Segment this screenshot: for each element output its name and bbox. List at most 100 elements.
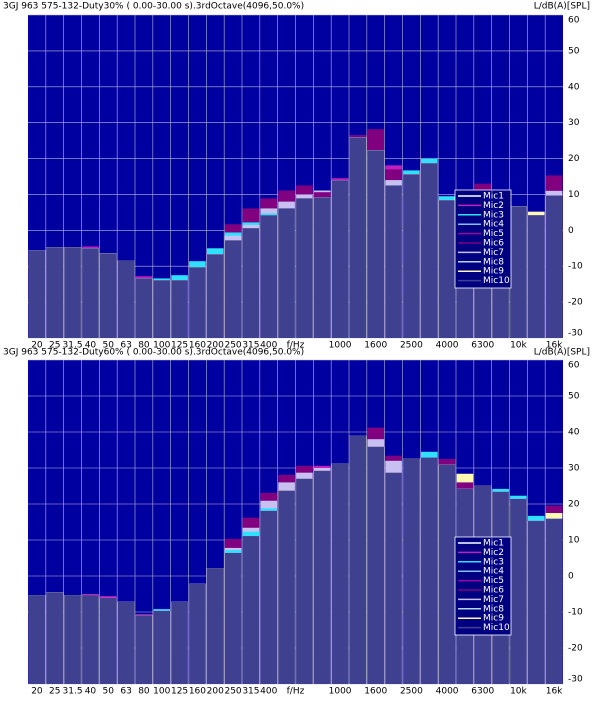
legend: Mic1Mic2Mic3Mic4Mic5Mic6Mic7Mic8Mic9Mic1… (454, 536, 512, 636)
x-tick-label: 200 (207, 341, 224, 351)
x-tick-label: 20 (31, 687, 43, 697)
x-tick-label: 1000 (329, 341, 352, 351)
x-tick-label: 10k (510, 687, 527, 697)
bar (403, 174, 420, 338)
bar (153, 610, 171, 684)
x-tick-label: 2500 (400, 341, 423, 351)
y-tick-label: 30 (568, 464, 580, 474)
x-tick-label: 125 (171, 687, 188, 697)
chart-title: 3GJ 963 575-132-Duty30% ( 0.00-30.00 s).… (3, 2, 304, 12)
legend-label: Mic7 (483, 248, 504, 258)
y-tick-label: 40 (568, 428, 580, 438)
y-tick-label: -10 (568, 262, 583, 272)
bar (420, 457, 438, 684)
bar (260, 510, 278, 684)
x-tick-label: 4000 (436, 687, 459, 697)
legend-label: Mic3 (483, 210, 504, 220)
bar (224, 552, 242, 684)
x-tick-label: 6300 (471, 687, 494, 697)
legend-label: Mic6 (483, 586, 504, 596)
y-tick-label: 0 (568, 572, 574, 582)
x-tick-label: 31.5 (63, 341, 83, 351)
bar (438, 464, 456, 684)
y-tick-label: 40 (568, 82, 580, 92)
x-tick-label: 250 (224, 687, 241, 697)
bar (189, 583, 206, 684)
y-axis-label: L/dB(A)[SPL] (534, 2, 590, 12)
bar (82, 248, 99, 338)
y-tick-label: 20 (568, 154, 580, 164)
y-tick-label: 10 (568, 190, 580, 200)
x-tick-label: 160 (189, 687, 206, 697)
x-tick-label: 1600 (364, 341, 387, 351)
legend-label: Mic8 (483, 604, 504, 614)
bar (28, 595, 46, 684)
legend-label: Mic2 (483, 201, 504, 211)
legend-label: Mic4 (483, 567, 504, 577)
x-tick-label: 40 (85, 341, 97, 351)
y-tick-label: 30 (568, 118, 580, 128)
bar (278, 208, 295, 338)
bar (206, 568, 224, 684)
bar (385, 185, 402, 338)
y-tick-label: 0 (568, 226, 574, 236)
bar (510, 498, 527, 684)
y-axis-label: L/dB(A)[SPL] (534, 348, 590, 358)
legend-label: Mic9 (483, 614, 504, 624)
bar (403, 458, 420, 684)
x-tick-label: 160 (189, 341, 206, 351)
x-tick-label: 20 (31, 341, 43, 351)
bar (367, 446, 385, 684)
legend-label: Mic3 (483, 557, 504, 567)
legend-label: Mic7 (483, 595, 504, 605)
bar (420, 163, 438, 338)
bar (82, 595, 99, 684)
y-tick-label: 50 (568, 392, 580, 402)
legend: Mic1Mic2Mic3Mic4Mic5Mic6Mic7Mic8Mic9Mic1… (454, 189, 512, 289)
bar (545, 518, 563, 684)
bar (438, 200, 456, 338)
x-tick-label: 16k (546, 687, 563, 697)
bar (135, 278, 153, 338)
bar (510, 206, 527, 338)
x-tick-label: 25 (49, 341, 60, 351)
y-tick-label: -30 (568, 675, 583, 685)
y-tick-label: -10 (568, 608, 583, 618)
bar (349, 435, 367, 684)
x-tick-label: 1000 (329, 687, 352, 697)
bar (64, 247, 81, 338)
bar (331, 463, 349, 684)
legend-label: Mic10 (483, 276, 510, 286)
y-tick-label: -20 (568, 644, 583, 654)
y-tick-label: -30 (568, 329, 583, 339)
y-tick-label: 60 (568, 361, 580, 371)
x-axis-label: f/Hz (287, 687, 305, 697)
bar (331, 180, 349, 338)
y-tick-label: 60 (568, 16, 580, 26)
bar (189, 267, 206, 338)
x-tick-label: 125 (171, 341, 188, 351)
legend-label: Mic9 (483, 267, 504, 277)
bar (527, 215, 545, 338)
bar (242, 536, 260, 684)
x-tick-label: 4000 (436, 341, 459, 351)
x-tick-label: 315 (242, 687, 259, 697)
bar (260, 215, 278, 338)
bar (349, 137, 367, 338)
legend-label: Mic6 (483, 239, 504, 249)
y-tick-label: 50 (568, 46, 580, 56)
bar (224, 240, 242, 338)
x-tick-label: 100 (153, 687, 170, 697)
x-tick-label: 2500 (400, 687, 423, 697)
bar (64, 595, 81, 684)
bar (99, 597, 117, 684)
x-tick-label: 100 (153, 341, 170, 351)
bar (171, 601, 188, 684)
legend-label: Mic5 (483, 229, 504, 239)
bar (385, 472, 402, 684)
legend-label: Mic5 (483, 576, 504, 586)
bar (242, 228, 260, 338)
legend-label: Mic10 (483, 623, 510, 633)
